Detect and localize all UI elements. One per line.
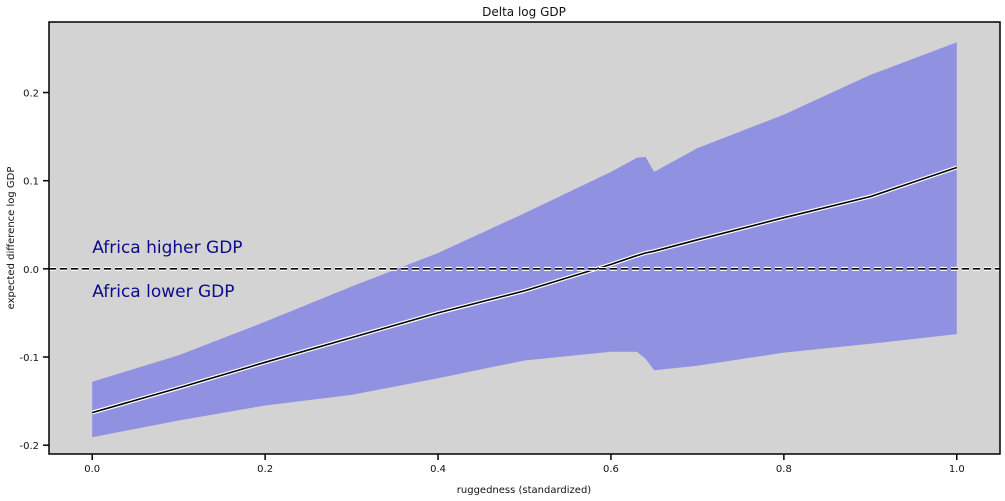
x-tick-label: 0.6 xyxy=(603,464,619,475)
chart-title: Delta log GDP xyxy=(482,5,566,19)
annotation-africa-lower: Africa lower GDP xyxy=(92,282,234,302)
y-tick-label: 0.2 xyxy=(23,89,39,100)
x-tick-label: 0.0 xyxy=(84,464,100,475)
annotation-africa-higher: Africa higher GDP xyxy=(92,238,242,258)
x-axis-label: ruggedness (standardized) xyxy=(457,485,592,496)
mean-line xyxy=(91,166,958,414)
x-tick-label: 0.8 xyxy=(776,464,792,475)
y-tick-label: -0.1 xyxy=(19,353,39,364)
y-tick-label: 0.1 xyxy=(23,177,39,188)
uncertainty-band xyxy=(92,42,957,438)
plot-frame xyxy=(48,21,1001,455)
x-tick-label: 1.0 xyxy=(949,464,965,475)
x-tick-label: 0.4 xyxy=(430,464,446,475)
y-tick-label: -0.2 xyxy=(19,441,39,452)
y-axis-label: expected difference log GDP xyxy=(6,167,17,310)
y-tick-label: 0.0 xyxy=(23,265,39,276)
x-tick-label: 0.2 xyxy=(257,464,273,475)
